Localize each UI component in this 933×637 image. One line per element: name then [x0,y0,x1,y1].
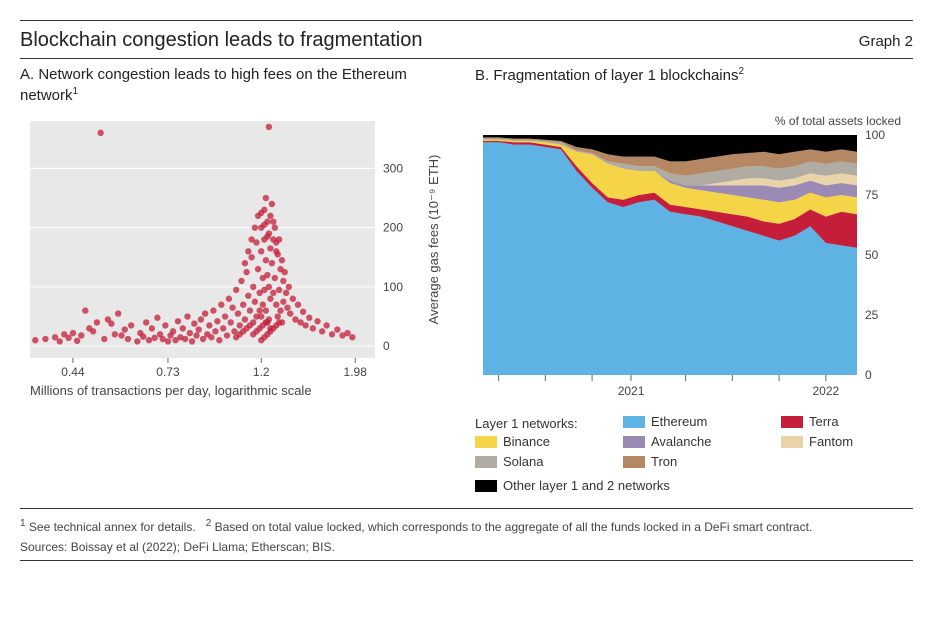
footnote-2: Based on total value locked, which corre… [215,520,813,534]
panel-b-title-text: B. Fragmentation of layer 1 blockchains [475,67,738,84]
legend-other-label: Other layer 1 and 2 networks [503,478,670,493]
svg-text:50: 50 [865,248,879,262]
footnote-1: See technical annex for details. [29,520,196,534]
svg-text:25: 25 [865,308,879,322]
panel-a-title: A. Network congestion leads to high fees… [20,65,450,105]
svg-text:0.73: 0.73 [156,365,180,379]
header: Blockchain congestion leads to fragmenta… [20,21,913,58]
svg-text:1.2: 1.2 [253,365,270,379]
svg-text:200: 200 [383,221,403,235]
panel-b: B. Fragmentation of layer 1 blockchains2… [475,65,921,496]
scatter-svg: 0 100 200 300 0.44 0.73 1.2 1.98 Millions of tra… [20,113,450,403]
svg-text:100: 100 [383,280,403,294]
legend-row-main: Layer 1 networks: Ethereum Terra Binance Ava… [475,414,921,472]
page-title: Blockchain congestion leads to fragmenta… [20,29,422,52]
legend-swatch-avalanche [623,436,645,448]
panel-a: A. Network congestion leads to high fees… [20,65,450,496]
svg-text:300: 300 [383,161,403,175]
graph-number: Graph 2 [859,33,913,50]
panel-a-chart: 0 100 200 300 0.44 0.73 1.2 1.98 Millions of tra… [20,113,450,406]
legend-swatch-terra [781,416,803,428]
svg-text:0: 0 [383,339,390,353]
legend-label-binance: Binance [503,434,550,449]
legend-item-other: Other layer 1 and 2 networks [475,478,670,493]
panel-b-title: B. Fragmentation of layer 1 blockchains2 [475,65,921,105]
panel-b-chart: 0 25 50 75 100% of total assets locked 2021 20… [475,113,921,406]
legend-item-ethereum: Ethereum [623,414,707,429]
svg-text:0: 0 [865,368,872,382]
legend-label-fantom: Fantom [809,434,853,449]
footnotes: 1 See technical annex for details. 2 Bas… [20,509,913,540]
panel-b-legend: Layer 1 networks: Ethereum Terra Binance Ava… [475,414,921,496]
area-svg: 0 25 50 75 100% of total assets locked 2021 20… [475,113,905,403]
svg-text:Millions of transactions per d: Millions of transactions per day, logari… [30,383,312,398]
svg-text:0.44: 0.44 [61,365,85,379]
svg-text:100: 100 [865,128,885,142]
svg-text:2022: 2022 [812,384,839,398]
legend-item-tron: Tron [623,454,677,469]
svg-text:Average gas fees (10⁻⁹ ETH): Average gas fees (10⁻⁹ ETH) [426,155,441,325]
legend-title: Layer 1 networks: [475,416,605,431]
bottom-rule [20,560,913,561]
svg-text:2021: 2021 [618,384,645,398]
legend-swatch-tron [623,456,645,468]
legend-row-other: Other layer 1 and 2 networks [475,478,921,496]
legend-swatch-solana [475,456,497,468]
legend-item-avalanche: Avalanche [623,434,711,449]
legend-label-ethereum: Ethereum [651,414,707,429]
legend-item-fantom: Fantom [781,434,853,449]
legend-label-terra: Terra [809,414,839,429]
sources: Sources: Boissay et al (2022); DeFi Llam… [20,540,913,560]
legend-swatch-binance [475,436,497,448]
svg-text:1.98: 1.98 [344,365,368,379]
legend-swatch-ethereum [623,416,645,428]
panel-a-sup: 1 [73,86,79,97]
legend-swatch-other [475,480,497,492]
legend-swatch-fantom [781,436,803,448]
legend-label-tron: Tron [651,454,677,469]
legend-item-binance: Binance [475,434,550,449]
panels-row: A. Network congestion leads to high fees… [20,59,913,496]
panel-b-sup: 2 [738,66,744,77]
legend-label-avalanche: Avalanche [651,434,711,449]
legend-item-solana: Solana [475,454,543,469]
svg-text:% of total assets locked: % of total assets locked [775,114,901,128]
legend-item-terra: Terra [781,414,839,429]
legend-label-solana: Solana [503,454,543,469]
svg-text:75: 75 [865,188,879,202]
